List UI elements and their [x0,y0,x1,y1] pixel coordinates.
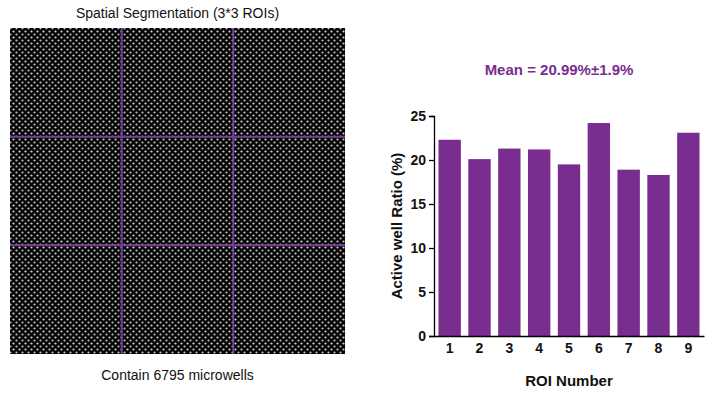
y-axis-line [429,117,435,337]
y-tick: 10 [410,240,434,256]
y-tick-label: 5 [418,284,426,300]
x-tick-label: 1 [446,340,454,356]
x-tick-label: 9 [684,340,692,356]
bar [647,175,669,336]
x-tick: 7 [625,336,633,356]
x-axis: 1 2 3 4 5 6 7 8 9 [435,336,705,356]
y-tick-mark [429,292,434,293]
y-tick-label: 20 [410,152,426,168]
roi-divider [232,28,234,354]
bar [498,149,520,336]
y-tick: 5 [418,284,434,300]
image-title: Spatial Segmentation (3*3 ROIs) [76,5,279,21]
bar [677,133,699,336]
x-tick: 2 [476,336,484,356]
microscope-image [10,28,345,354]
roi-divider [10,244,345,246]
roi-divider [10,136,345,138]
x-axis-title: ROI Number [525,372,613,389]
y-tick: 25 [410,108,434,124]
y-tick-mark [429,160,434,161]
x-tick: 3 [505,336,513,356]
x-tick-label: 3 [505,340,513,356]
image-caption: Contain 6795 microwells [101,367,254,383]
y-tick-mark [429,116,434,117]
y-tick: 20 [410,152,434,168]
x-tick-label: 8 [655,340,663,356]
figure: Spatial Segmentation (3*3 ROIs) Contain 6… [0,0,712,394]
x-tick: 5 [565,336,573,356]
y-tick-label: 0 [418,328,426,344]
bar [528,149,550,336]
x-tick: 8 [655,336,663,356]
y-tick: 0 [418,328,434,344]
bar [468,159,490,336]
image-background [10,28,345,354]
x-tick-label: 2 [476,340,484,356]
x-axis-line [435,336,705,337]
roi-divider [121,28,123,354]
bar [617,170,639,336]
bar [588,123,610,336]
bar [558,164,580,336]
x-tick: 6 [595,336,603,356]
y-tick-mark [429,248,434,249]
x-tick-label: 6 [595,340,603,356]
y-tick-mark [429,336,434,337]
y-tick-label: 25 [410,108,426,124]
bar [438,140,460,336]
x-tick: 1 [446,336,454,356]
y-tick: 15 [410,196,434,212]
chart-title: Mean = 20.99%±1.9% [485,61,634,78]
x-tick-label: 4 [535,340,543,356]
x-tick-label: 7 [625,340,633,356]
x-tick: 9 [684,336,692,356]
x-tick: 4 [535,336,543,356]
y-axis-title: Active well Ratio (%) [388,153,405,300]
bars [438,123,699,336]
y-tick-label: 10 [410,240,426,256]
y-tick-mark [429,204,434,205]
x-tick-label: 5 [565,340,573,356]
y-axis: 0 5 10 15 20 25 [410,108,434,344]
y-tick-label: 15 [410,196,426,212]
